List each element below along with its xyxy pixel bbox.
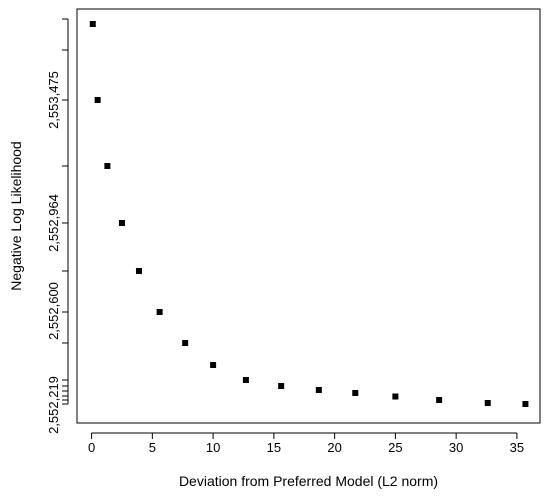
data-point: [182, 340, 189, 346]
x-tick-label: 30: [449, 440, 463, 455]
y-tick-label: 2,552,219: [46, 376, 61, 434]
x-tick-label: 15: [267, 440, 281, 455]
data-point: [392, 393, 399, 400]
plot-frame: [76, 8, 541, 424]
data-point: [94, 97, 101, 103]
x-axis: 0 5 10 15 20 25 30 35: [88, 432, 524, 455]
y-axis-label: Negative Log Likelihood: [8, 141, 24, 290]
data-point: [135, 268, 142, 274]
data-point: [89, 21, 96, 27]
data-point: [315, 387, 322, 393]
x-tick-label: 5: [149, 440, 156, 455]
x-axis-label: Deviation from Preferred Model (L2 norm): [179, 473, 438, 489]
y-tick-label: 2,552,600: [46, 282, 61, 340]
data-point: [156, 309, 163, 315]
x-tick-label: 0: [88, 440, 95, 455]
data-point: [436, 397, 443, 403]
data-point: [210, 362, 217, 368]
y-tick-label: 2,552,964: [46, 194, 61, 252]
data-point: [242, 377, 249, 383]
data-point: [522, 401, 529, 407]
data-point: [118, 220, 125, 226]
x-tick-label: 35: [510, 440, 524, 455]
y-axis: 2,552,219 2,552,600 2,552,964 2,553,475: [46, 18, 69, 434]
x-tick-label: 20: [327, 440, 341, 455]
data-point: [278, 383, 285, 389]
data-points: [89, 21, 529, 407]
y-tick-label: 2,553,475: [46, 71, 61, 129]
x-tick-label: 10: [206, 440, 220, 455]
data-point: [104, 163, 111, 169]
data-point: [484, 400, 491, 406]
data-point: [352, 390, 359, 396]
x-tick-label: 25: [388, 440, 402, 455]
